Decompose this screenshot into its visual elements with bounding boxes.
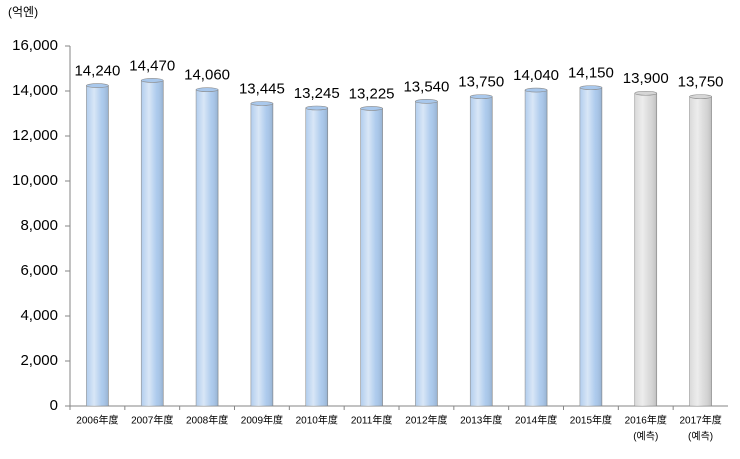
y-tick-label: 8,000 [20,217,58,234]
value-label: 14,150 [568,65,614,82]
bar-shine [250,103,273,407]
value-label: 13,445 [239,80,285,97]
value-label: 14,240 [74,63,120,80]
x-tick-label: 2015年度 [570,414,612,427]
value-label: 14,040 [513,67,559,84]
value-label: 14,060 [184,67,230,84]
bar-shine [634,93,657,406]
x-tick-label: 2011年度 [351,414,393,427]
value-label: 13,750 [678,74,724,91]
bar-shine [86,85,109,406]
x-tick-label: 2017年度 [679,414,721,427]
x-tick-label: 2008年度 [186,414,228,427]
x-tick-note: (예측) [688,431,713,443]
bar-cap [634,90,658,96]
bar-cap [305,105,329,111]
bar-shine [579,87,602,406]
y-tick-label: 12,000 [12,127,58,144]
y-tick-label: 10,000 [12,172,58,189]
value-label: 13,245 [294,85,340,102]
bar-shine [141,80,164,407]
y-tick-label: 4,000 [20,307,58,324]
bar-cap [579,85,603,90]
y-tick-label: 14,000 [12,82,58,99]
value-label: 13,225 [349,85,395,102]
y-tick-label: 16,000 [12,37,58,54]
bar-shine [360,108,383,406]
value-label: 13,540 [403,78,449,95]
value-label: 14,470 [129,57,175,74]
bar-shine [689,96,712,406]
y-tick-label: 2,000 [20,352,58,369]
bar-cap [469,94,493,99]
x-tick-label: 2010年度 [296,414,338,427]
value-label: 13,900 [623,70,669,87]
bar-cap [86,83,109,88]
x-tick-note: (예측) [633,431,658,443]
bar-shine [415,101,438,406]
bar-cap [689,94,712,99]
unit-label: (억엔) [8,5,38,19]
bar-cap [360,106,383,111]
x-tick-label: 2013年度 [460,414,502,427]
bar-shine [525,90,548,406]
bar-cap [524,87,548,93]
x-tick-label: 2007年度 [131,414,173,427]
y-tick-label: 0 [50,397,58,414]
bar-cap [415,99,438,104]
bar-cap [195,87,219,92]
bar-cap [250,101,274,106]
value-label: 13,750 [458,74,504,91]
x-tick-label: 2006年度 [76,414,118,427]
x-tick-label: 2009年度 [241,414,283,427]
bar-cap [140,78,164,83]
x-tick-label: 2016年度 [625,414,667,427]
bar-shine [305,107,328,407]
bar-shine [196,89,219,407]
bar-shine [470,96,493,406]
y-tick-label: 6,000 [20,262,58,279]
x-tick-label: 2014年度 [515,414,557,427]
x-tick-label: 2012年度 [405,414,447,427]
